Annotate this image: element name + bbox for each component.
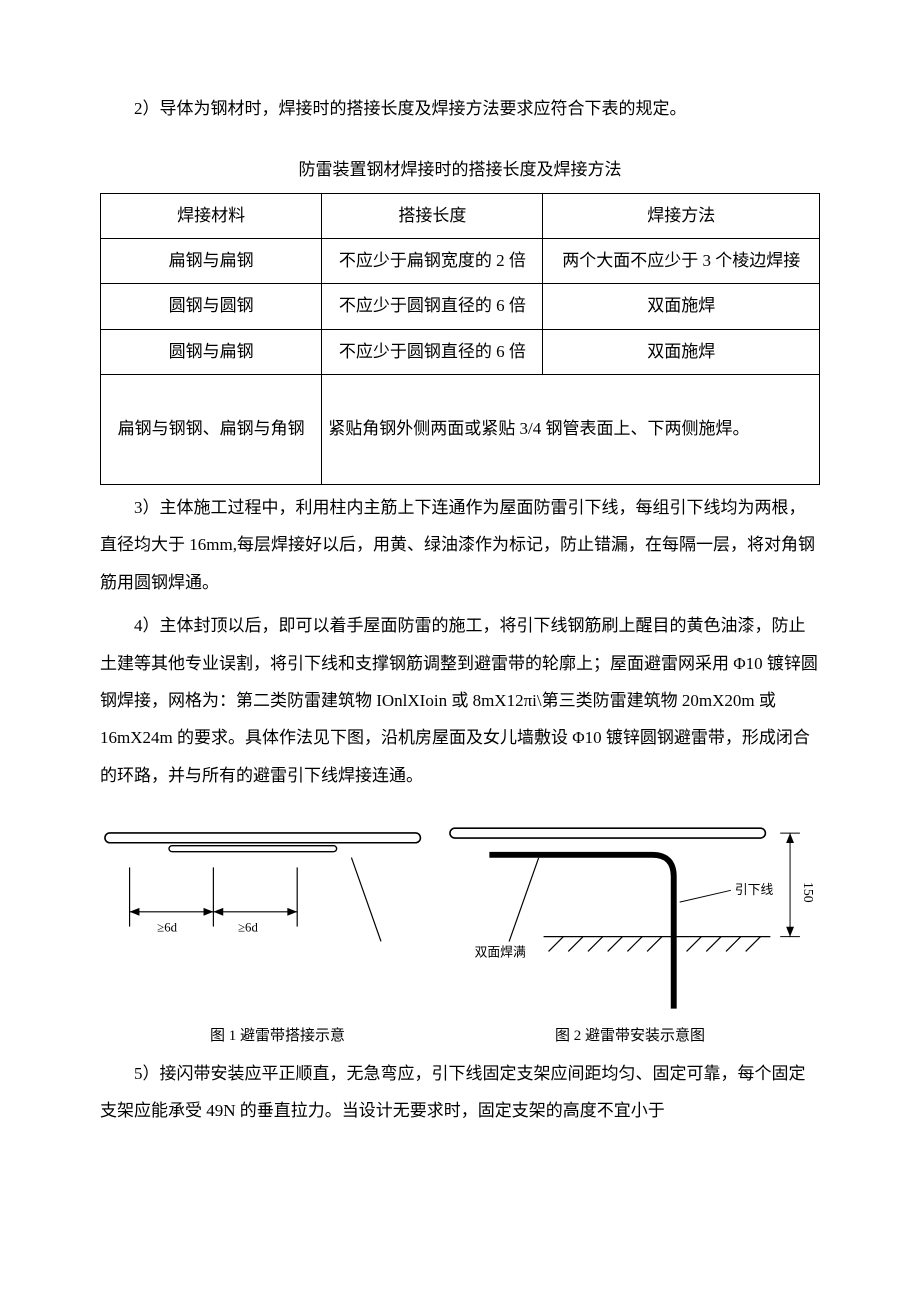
table-row: 圆钢与圆钢 不应少于圆钢直径的 6 倍 双面施焊 [101, 284, 820, 329]
fig1-label-d1: ≥6d [157, 921, 177, 935]
cell: 双面施焊 [543, 284, 820, 329]
figure-2-svg: 双面焊满 引下线 150 [445, 812, 820, 1012]
paragraph-3: 3）主体施工过程中，利用柱内主筋上下连通作为屋面防雷引下线，每组引下线均为两根，… [100, 489, 820, 601]
cell: 不应少于圆钢直径的 6 倍 [322, 284, 543, 329]
cell: 双面施焊 [543, 329, 820, 374]
fig1-label-d2: ≥6d [238, 921, 258, 935]
cell: 扁钢与扁钢 [101, 239, 322, 284]
document-page: 2）导体为钢材时，焊接时的搭接长度及焊接方法要求应符合下表的规定。 防雷装置钢材… [0, 0, 920, 1196]
table-row: 扁钢与扁钢 不应少于扁钢宽度的 2 倍 两个大面不应少于 3 个棱边焊接 [101, 239, 820, 284]
cell: 不应少于扁钢宽度的 2 倍 [322, 239, 543, 284]
table-header-row: 焊接材料 搭接长度 焊接方法 [101, 193, 820, 238]
welding-table: 焊接材料 搭接长度 焊接方法 扁钢与扁钢 不应少于扁钢宽度的 2 倍 两个大面不… [100, 193, 820, 485]
figure-captions: 图 1 避雷带搭接示意 图 2 避雷带安装示意图 [100, 1020, 820, 1053]
fig2-label-weld: 双面焊满 [475, 944, 526, 959]
fig2-label-down: 引下线 [735, 883, 774, 897]
cell-merged: 紧贴角钢外侧两面或紧贴 3/4 钢管表面上、下两侧施焊。 [322, 374, 820, 484]
table-row: 扁钢与钢钢、扁钢与角钢 紧贴角钢外侧两面或紧贴 3/4 钢管表面上、下两侧施焊。 [101, 374, 820, 484]
figures-row: ≥6d ≥6d 双面焊满 [100, 812, 820, 1012]
fig2-label-150: 150 [801, 882, 816, 903]
th-method: 焊接方法 [543, 193, 820, 238]
cell: 扁钢与钢钢、扁钢与角钢 [101, 374, 322, 484]
paragraph-5: 5）接闪带安装应平正顺直，无急弯应，引下线固定支架应间距均匀、固定可靠，每个固定… [100, 1055, 820, 1130]
figure-1-caption: 图 1 避雷带搭接示意 [210, 1020, 345, 1053]
table-row: 圆钢与扁钢 不应少于圆钢直径的 6 倍 双面施焊 [101, 329, 820, 374]
table-title: 防雷装置钢材焊接时的搭接长度及焊接方法 [100, 151, 820, 188]
cell: 不应少于圆钢直径的 6 倍 [322, 329, 543, 374]
cell: 圆钢与扁钢 [101, 329, 322, 374]
cell: 圆钢与圆钢 [101, 284, 322, 329]
th-material: 焊接材料 [101, 193, 322, 238]
figure-1-svg: ≥6d ≥6d [100, 812, 425, 982]
figure-2-caption: 图 2 避雷带安装示意图 [555, 1020, 705, 1053]
th-length: 搭接长度 [322, 193, 543, 238]
cell: 两个大面不应少于 3 个棱边焊接 [543, 239, 820, 284]
paragraph-2: 2）导体为钢材时，焊接时的搭接长度及焊接方法要求应符合下表的规定。 [100, 90, 820, 127]
paragraph-4: 4）主体封顶以后，即可以着手屋面防雷的施工，将引下线钢筋刷上醒目的黄色油漆，防止… [100, 607, 820, 794]
